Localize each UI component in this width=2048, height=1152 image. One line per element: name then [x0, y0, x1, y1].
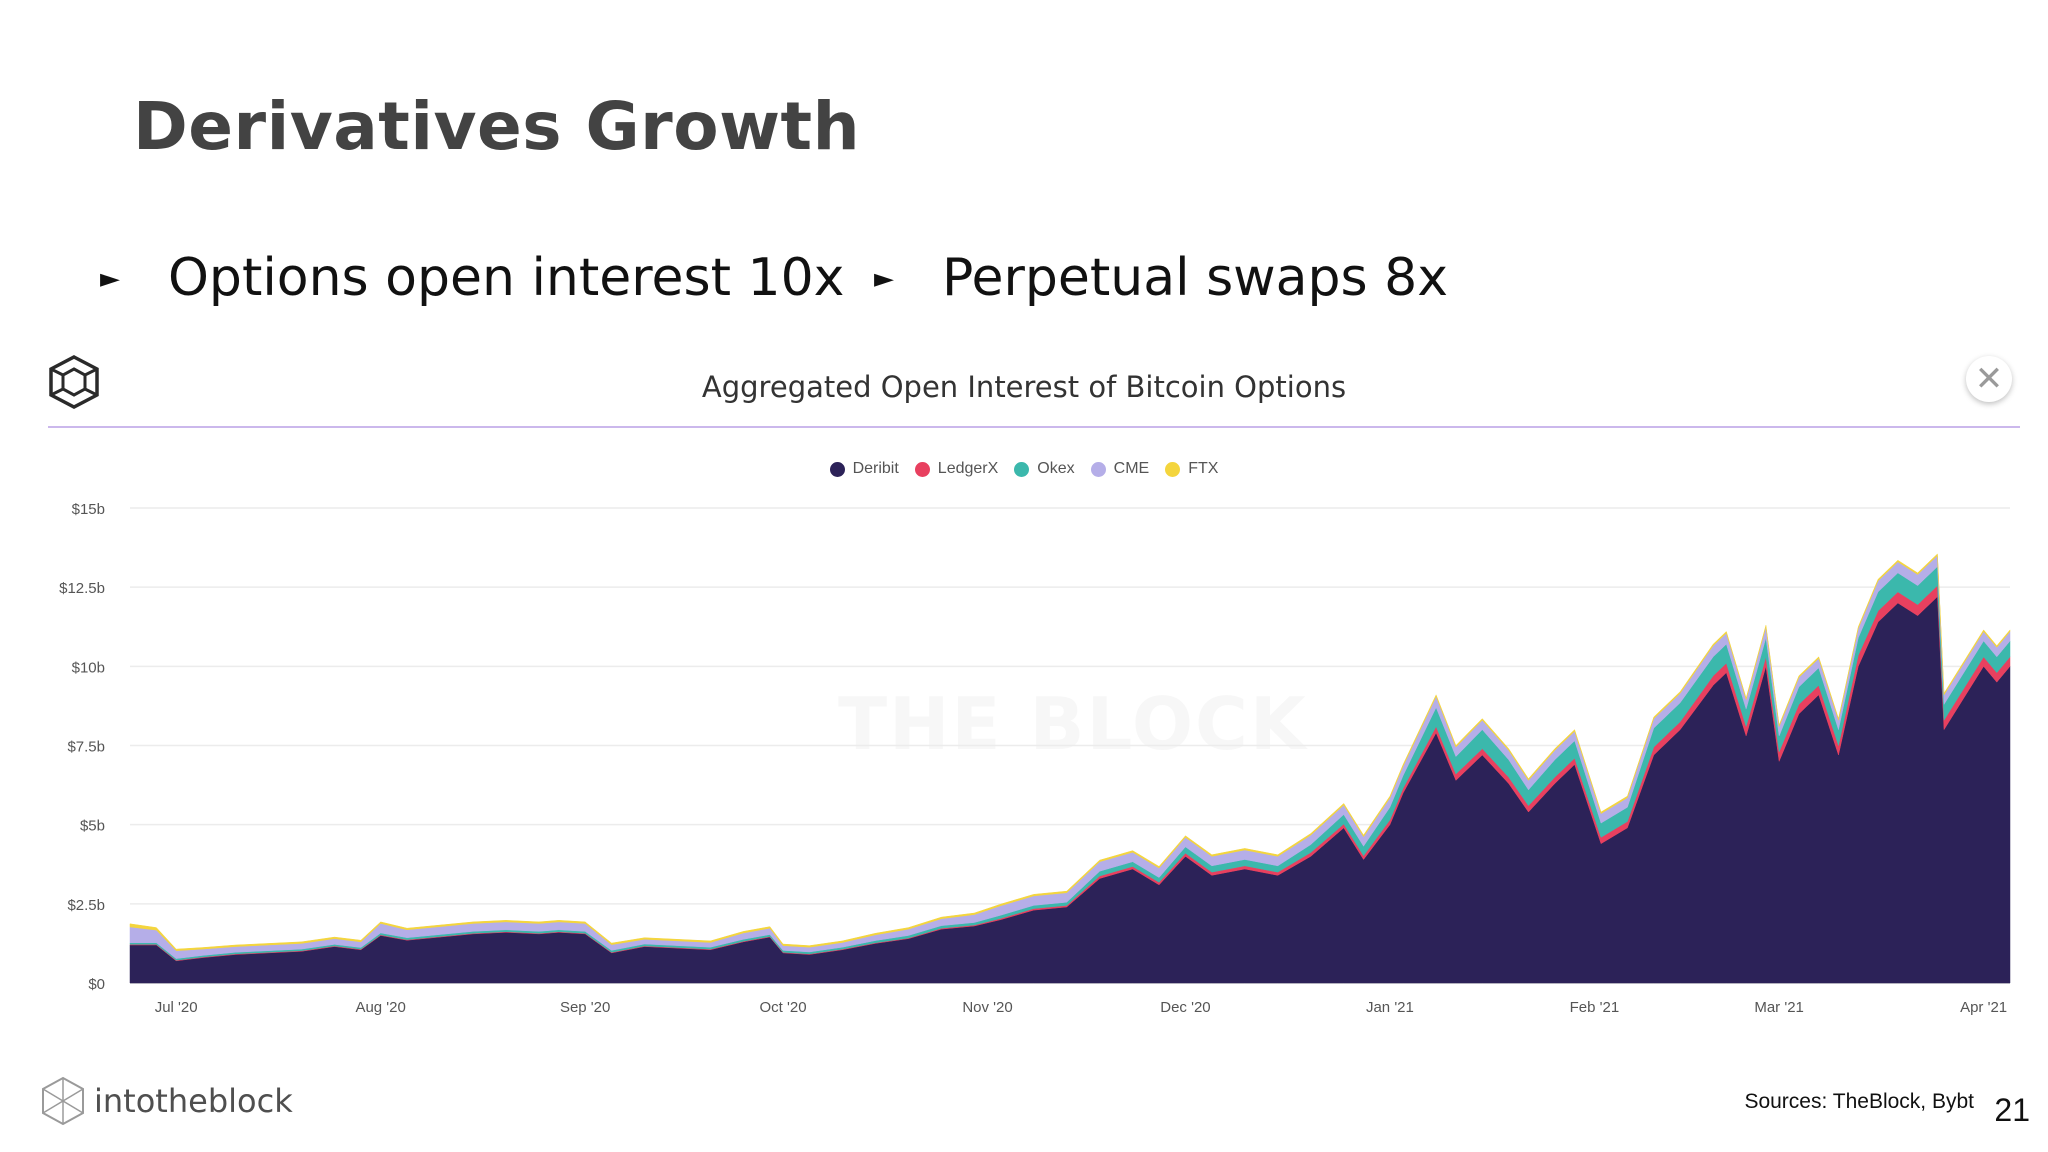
- legend-label: CME: [1113, 460, 1150, 477]
- x-tick-label: Aug '20: [355, 999, 405, 1016]
- legend-label: LedgerX: [937, 460, 999, 477]
- legend-item-ledgerx[interactable]: LedgerX: [914, 460, 999, 478]
- y-tick-label: $12.5b: [59, 580, 105, 597]
- x-tick-label: Sep '20: [560, 999, 610, 1016]
- close-button[interactable]: ✕: [1966, 356, 2012, 402]
- chart-legend: Deribit LedgerX Okex CME FTX: [0, 460, 2048, 478]
- x-tick-label: Apr '21: [1960, 999, 2007, 1016]
- x-tick-label: Dec '20: [1160, 999, 1210, 1016]
- y-tick-label: $7.5b: [67, 739, 105, 756]
- y-tick-label: $10b: [72, 659, 105, 676]
- intotheblock-logo-icon: [42, 1076, 84, 1126]
- page-number: 21: [1994, 1092, 2030, 1128]
- header-divider: [48, 426, 2020, 428]
- y-tick-label: $5b: [80, 818, 105, 835]
- legend-label: Okex: [1037, 460, 1075, 477]
- chart-header-title: Aggregated Open Interest of Bitcoin Opti…: [701, 370, 1347, 404]
- x-tick-label: Jul '20: [155, 999, 198, 1016]
- sources-note: Sources: TheBlock, Bybt: [1744, 1090, 1974, 1113]
- bullet-arrow-icon: ►: [874, 264, 894, 294]
- legend-label: FTX: [1188, 460, 1219, 477]
- legend-item-cme[interactable]: CME: [1090, 460, 1150, 478]
- bullet-arrow-icon: ►: [100, 264, 120, 294]
- x-tick-label: Mar '21: [1754, 999, 1804, 1016]
- bullet-perpetual-text: Perpetual swaps 8x: [942, 248, 1449, 308]
- x-tick-label: Feb '21: [1570, 999, 1620, 1016]
- y-tick-label: $2.5b: [67, 897, 105, 914]
- legend-dot-icon: [914, 461, 930, 477]
- x-tick-label: Oct '20: [760, 999, 807, 1016]
- legend-dot-icon: [829, 461, 845, 477]
- y-tick-label: $0: [88, 976, 105, 993]
- y-tick-label: $15b: [72, 501, 105, 518]
- series-area-ftx: [129, 553, 2011, 951]
- legend-dot-icon: [1014, 461, 1030, 477]
- x-tick-label: Nov '20: [962, 999, 1012, 1016]
- legend-dot-icon: [1090, 461, 1106, 477]
- legend-label: Deribit: [852, 460, 899, 477]
- legend-dot-icon: [1165, 461, 1181, 477]
- slide-title: Derivatives Growth: [133, 88, 861, 165]
- legend-item-deribit[interactable]: Deribit: [829, 460, 899, 478]
- legend-item-ftx[interactable]: FTX: [1165, 460, 1218, 478]
- bullet-options-text: Options open interest 10x: [168, 248, 845, 308]
- legend-item-okex[interactable]: Okex: [1014, 460, 1075, 478]
- the-block-watermark: THE BLOCK: [838, 682, 1308, 766]
- brand-name: intotheblock: [94, 1082, 293, 1120]
- x-tick-label: Jan '21: [1366, 999, 1414, 1016]
- the-block-logo-icon: [49, 355, 99, 409]
